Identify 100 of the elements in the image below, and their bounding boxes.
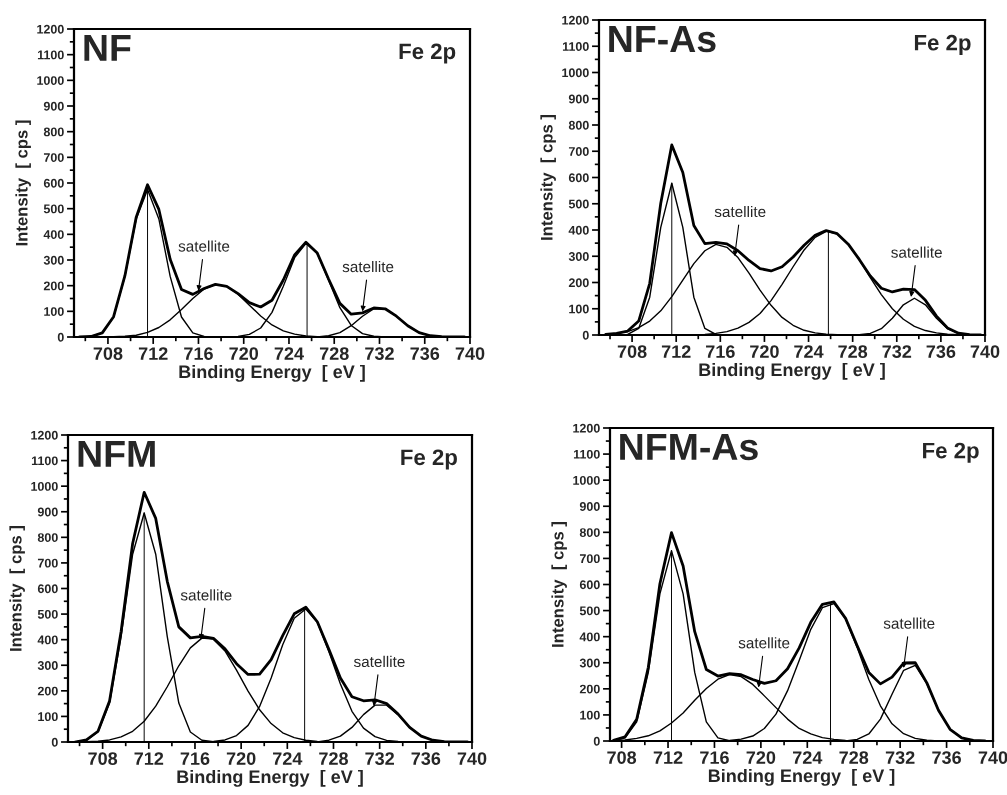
y-tick-label: 800	[568, 120, 589, 130]
y-tick-label: 0	[51, 737, 58, 747]
y-tick-label: 500	[43, 204, 64, 214]
x-axis-title: Binding Energy [ eV ]	[177, 769, 363, 787]
annotation: Fe 2p	[914, 34, 971, 55]
y-tick-label: 1000	[573, 475, 600, 485]
x-tick-label: 732	[885, 751, 915, 765]
y-tick-label: 400	[43, 230, 64, 239]
x-tick-label: 708	[88, 752, 118, 765]
annotation: satellite	[714, 205, 766, 218]
x-tick-label: 720	[226, 752, 256, 765]
annotation: satellite	[883, 617, 935, 629]
y-tick-label: 1200	[573, 423, 600, 433]
y-tick-label: 200	[568, 278, 589, 288]
y-tick-label: 700	[43, 153, 64, 162]
y-tick-label: 1100	[562, 42, 589, 51]
x-tick-label: 728	[839, 751, 869, 764]
y-tick-label: 100	[44, 307, 64, 316]
annotation: Fe 2p	[401, 449, 457, 470]
x-tick-label: 716	[700, 751, 729, 764]
x-tick-label: 728	[319, 752, 348, 765]
y-tick-label: 500	[37, 609, 58, 619]
x-tick-label: 708	[617, 345, 647, 358]
y-tick-label: 200	[37, 686, 58, 696]
y-tick-label: 400	[37, 635, 58, 645]
y-axis-title: Intensity [ cps ]	[9, 525, 25, 651]
y-tick-label: 900	[37, 507, 58, 517]
y-tick-label: 400	[568, 225, 589, 235]
y-tick-label: 500	[579, 606, 600, 616]
y-tick-label: 800	[43, 127, 64, 137]
chart-title: NF	[84, 35, 131, 61]
x-tick-label: 720	[229, 347, 259, 360]
x-tick-label: 720	[750, 345, 779, 358]
x-tick-label: 740	[457, 752, 487, 765]
y-tick-label: 0	[593, 736, 600, 746]
y-tick-label: 1100	[573, 449, 600, 459]
x-tick-label: 732	[365, 752, 394, 766]
x-tick-label: 736	[411, 752, 441, 766]
y-tick-label: 0	[582, 330, 589, 340]
y-tick-label: 600	[579, 580, 600, 590]
x-tick-label: 712	[134, 752, 164, 765]
y-tick-label: 300	[568, 252, 589, 261]
x-tick-label: 712	[661, 345, 691, 358]
x-axis-title: Binding Energy [ eV ]	[699, 362, 885, 380]
y-tick-label: 400	[579, 632, 600, 642]
y-axis-title: Intensity [ cps ]	[540, 114, 556, 240]
x-axis-title: Binding Energy [ eV ]	[708, 768, 895, 786]
x-tick-label: 724	[793, 751, 823, 764]
y-tick-label: 300	[43, 255, 64, 265]
y-tick-label: 500	[568, 199, 589, 209]
x-tick-label: 740	[455, 347, 485, 360]
y-tick-label: 0	[57, 332, 64, 342]
y-axis-title: Intensity [ cps ]	[15, 120, 31, 246]
y-tick-label: 1200	[31, 430, 58, 440]
y-tick-label: 700	[37, 558, 58, 568]
x-tick-label: 740	[970, 345, 1000, 358]
x-tick-label: 736	[926, 345, 956, 359]
x-tick-label: 732	[365, 347, 394, 361]
y-tick-label: 900	[579, 502, 600, 511]
x-tick-label: 724	[274, 347, 304, 360]
y-tick-label: 300	[579, 658, 600, 668]
chart-title: NFM	[78, 440, 155, 467]
annotation: satellite	[891, 246, 942, 258]
x-tick-label: 716	[706, 345, 735, 358]
y-tick-label: 600	[568, 173, 589, 183]
annotation: satellite	[180, 589, 232, 601]
y-tick-label: 800	[579, 528, 600, 537]
annotation: Fe 2p	[923, 442, 979, 463]
x-tick-label: 728	[319, 347, 349, 360]
y-tick-label: 200	[43, 281, 64, 291]
x-tick-label: 708	[607, 751, 637, 764]
y-tick-label: 100	[569, 304, 589, 314]
y-tick-label: 600	[43, 178, 64, 188]
x-tick-label: 716	[184, 347, 213, 360]
annotation: Fe 2p	[399, 43, 456, 64]
y-tick-label: 1200	[37, 24, 64, 34]
x-tick-label: 712	[138, 347, 168, 360]
x-tick-label: 736	[932, 751, 961, 765]
y-tick-label: 700	[568, 147, 589, 156]
x-tick-label: 712	[653, 751, 683, 764]
x-tick-label: 724	[273, 752, 303, 765]
y-tick-label: 800	[37, 533, 58, 542]
y-tick-label: 100	[580, 710, 600, 720]
annotation: satellite	[353, 655, 405, 668]
y-tick-label: 1200	[562, 15, 589, 25]
annotation: satellite	[178, 240, 230, 252]
chart-title: NFM-As	[620, 434, 758, 461]
x-tick-label: 736	[410, 347, 440, 361]
y-tick-label: 1100	[37, 50, 64, 60]
y-tick-label: 700	[579, 554, 600, 564]
x-axis-title: Binding Energy [ eV ]	[179, 364, 365, 382]
y-tick-label: 1000	[37, 76, 64, 85]
y-tick-label: 1000	[562, 68, 589, 78]
y-tick-label: 100	[38, 712, 58, 722]
y-tick-label: 200	[579, 684, 600, 694]
y-tick-label: 900	[568, 94, 589, 104]
y-tick-label: 600	[37, 584, 58, 594]
annotation: satellite	[738, 637, 790, 649]
chart-title: NF-As	[609, 26, 716, 53]
x-tick-label: 708	[93, 347, 123, 360]
